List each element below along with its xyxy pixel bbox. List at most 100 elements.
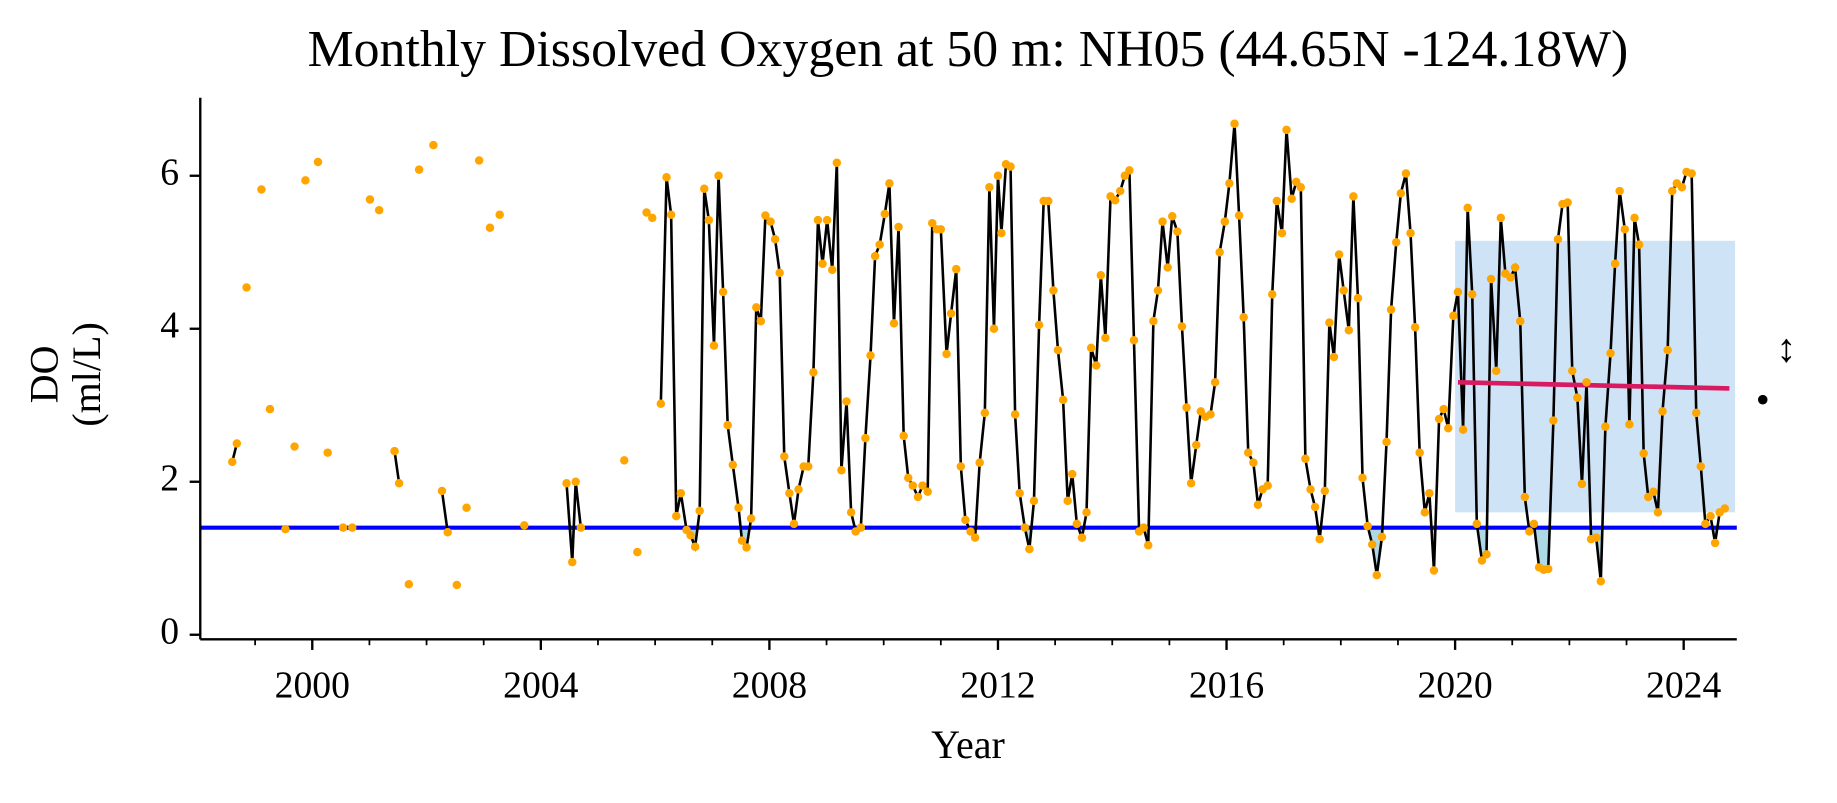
do-point [1358,473,1367,483]
do-point [723,420,732,430]
do-point [1044,196,1053,206]
do-point [1239,313,1248,322]
do-point [832,158,842,167]
do-point [1315,534,1324,544]
do-point [495,210,504,220]
do-point [1415,448,1424,457]
do-point [752,303,761,312]
do-point [1282,125,1291,135]
do-point [737,536,747,545]
do-point [1425,488,1434,498]
do-point [1486,274,1496,284]
do-point [846,508,856,517]
do-point [1129,335,1139,345]
do-point [1015,488,1024,498]
do-point [1477,556,1487,565]
do-point [1177,322,1187,331]
do-point [576,523,586,532]
do-point [290,442,299,451]
do-point [1020,523,1030,532]
do-point [690,542,700,552]
do-point [980,408,990,418]
do-point [1482,550,1491,559]
do-point [1510,263,1520,272]
do-point [1168,212,1177,221]
y-axis-label: DO (ml/L) [22,322,109,426]
do-point [1272,196,1282,206]
annotation: ↔ [1757,331,1802,371]
do-point [1186,479,1196,488]
do-point [875,240,884,249]
do-point [1277,228,1287,238]
do-point [804,462,813,471]
do-point [742,543,751,552]
do-point [1086,343,1096,353]
do-point [794,485,803,494]
do-point [704,215,714,225]
do-point [1058,395,1068,405]
do-point [1696,462,1706,471]
do-point [775,268,784,278]
do-point [1368,540,1377,549]
do-point [709,341,719,350]
do-point [970,533,980,542]
do-point [856,523,866,532]
do-point [770,235,780,244]
do-point [437,486,447,496]
do-point [571,477,580,486]
do-point [662,173,671,182]
do-point [761,211,770,220]
do-point [485,223,495,233]
do-point [1220,217,1230,226]
do-point [1496,213,1506,223]
annotation-text: ↔ [1757,331,1802,371]
do-point [993,171,1003,180]
do-point [452,580,462,590]
do-point [956,462,966,471]
do-point [1677,182,1687,192]
do-point [1706,511,1715,521]
do-point [1163,263,1172,272]
do-point [1372,570,1382,580]
chart-title: Monthly Dissolved Oxygen at 50 m: NH05 (… [308,21,1629,78]
annotation-text: • [1756,377,1770,422]
do-point [997,228,1006,238]
do-line [393,450,401,484]
do-point [1573,393,1582,402]
do-point [1034,320,1044,330]
do-point [1101,333,1110,343]
do-point [861,433,870,443]
do-point [672,511,681,521]
do-point [443,528,452,537]
do-point [1310,502,1320,512]
do-point [1420,508,1430,517]
do-point [1225,179,1234,188]
x-axis-label: Year [931,722,1005,767]
do-point [1630,213,1639,223]
do-point [695,506,704,516]
do-point [1006,162,1015,171]
do-point [404,580,414,589]
do-point [1287,194,1296,203]
do-point [1158,217,1167,226]
do-point [1263,481,1272,490]
do-point [928,218,937,228]
do-point [908,481,918,490]
do-point [1410,322,1420,332]
do-point [1210,378,1220,387]
do-point [822,215,832,225]
do-point [1620,225,1630,234]
do-point [1520,492,1530,502]
do-point [1344,326,1354,335]
do-point [1472,519,1482,529]
do-point [1249,458,1258,467]
do-point [1453,287,1463,297]
do-point [899,431,908,441]
do-point [656,399,666,408]
do-point [1429,566,1439,575]
do-point [1401,169,1411,178]
y-tick-label: 2 [160,457,179,499]
do-point [474,156,484,165]
do-point [1663,345,1672,355]
do-point [1449,311,1458,320]
